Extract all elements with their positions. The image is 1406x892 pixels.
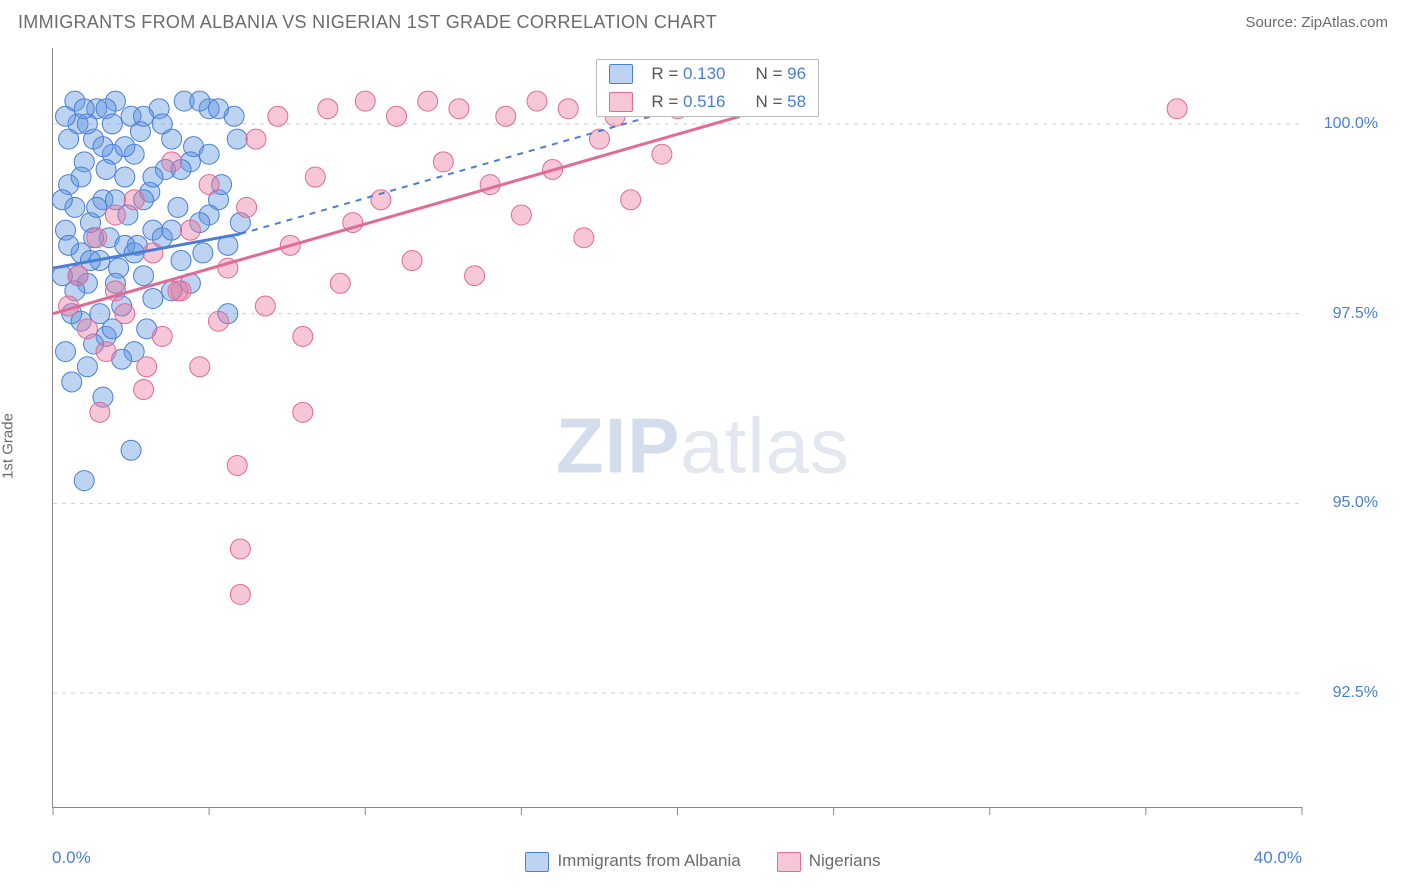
correlation-legend: R = 0.130 N = 96 R = 0.516 N = 58 — [596, 59, 819, 117]
legend-swatch-icon — [777, 852, 801, 872]
legend-row: R = 0.130 N = 96 — [597, 60, 818, 88]
legend-swatch-icon — [609, 64, 633, 84]
y-tick-label: 100.0% — [1324, 115, 1378, 133]
bottom-legend: Immigrants from Albania Nigerians — [0, 851, 1406, 872]
legend-swatch-icon — [525, 852, 549, 872]
y-tick-column: 100.0% 97.5% 95.0% 92.5% — [1302, 48, 1388, 808]
legend-series-label: Immigrants from Albania — [557, 851, 740, 870]
y-axis-title: 1st Grade — [0, 413, 17, 479]
chart-area: R = 0.130 N = 96 R = 0.516 N = 58 100.0% 97.… — [52, 48, 1388, 832]
legend-series-label: Nigerians — [809, 851, 881, 870]
bottom-legend-item: Nigerians — [777, 851, 881, 872]
legend-n-label: N = 58 — [756, 92, 807, 112]
legend-n-label: N = 96 — [756, 64, 807, 84]
y-tick-label: 97.5% — [1333, 305, 1378, 323]
scatter-svg — [53, 48, 1302, 807]
legend-r-label: R = 0.130 — [651, 64, 725, 84]
legend-r-label: R = 0.516 — [651, 92, 725, 112]
chart-header: IMMIGRANTS FROM ALBANIA VS NIGERIAN 1ST … — [0, 0, 1406, 41]
legend-swatch-icon — [609, 92, 633, 112]
plot-region: R = 0.130 N = 96 R = 0.516 N = 58 — [52, 48, 1302, 808]
y-tick-label: 95.0% — [1333, 494, 1378, 512]
chart-source: Source: ZipAtlas.com — [1245, 14, 1388, 31]
chart-title: IMMIGRANTS FROM ALBANIA VS NIGERIAN 1ST … — [18, 12, 717, 33]
bottom-legend-item: Immigrants from Albania — [525, 851, 740, 872]
legend-row: R = 0.516 N = 58 — [597, 88, 818, 116]
y-tick-label: 92.5% — [1333, 684, 1378, 702]
